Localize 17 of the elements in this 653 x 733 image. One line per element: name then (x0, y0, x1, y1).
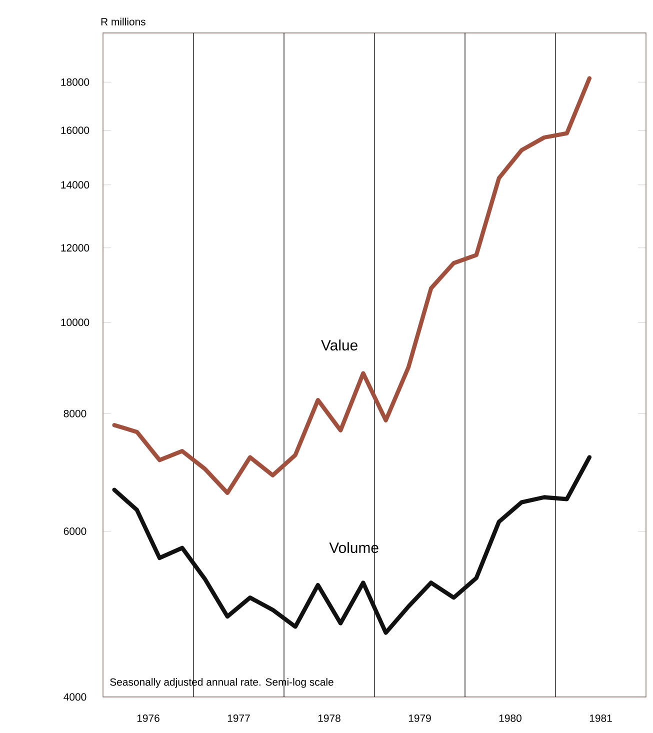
y-tick-label: 14000 (61, 181, 90, 189)
x-tick-label: 1976 (137, 714, 160, 722)
series-label: Value (321, 340, 358, 351)
y-tick-label: 18000 (61, 78, 90, 86)
x-tick-label: 1980 (499, 714, 522, 722)
x-tick-label: 1981 (590, 714, 612, 722)
x-tick-label: 1977 (228, 714, 250, 722)
line-series (112, 76, 592, 495)
y-tick-label: 10000 (61, 318, 90, 326)
y-tick-label: 12000 (61, 244, 90, 252)
y-tick-label: 8000 (64, 410, 86, 418)
y-axis-title: R millions (101, 18, 146, 26)
y-tick-label: 16000 (61, 126, 90, 134)
y-tick-label: 6000 (64, 528, 86, 535)
x-tick-label: 1978 (318, 714, 340, 722)
y-tick-label: 4000 (64, 693, 86, 701)
x-tick-label: 1979 (408, 714, 431, 722)
